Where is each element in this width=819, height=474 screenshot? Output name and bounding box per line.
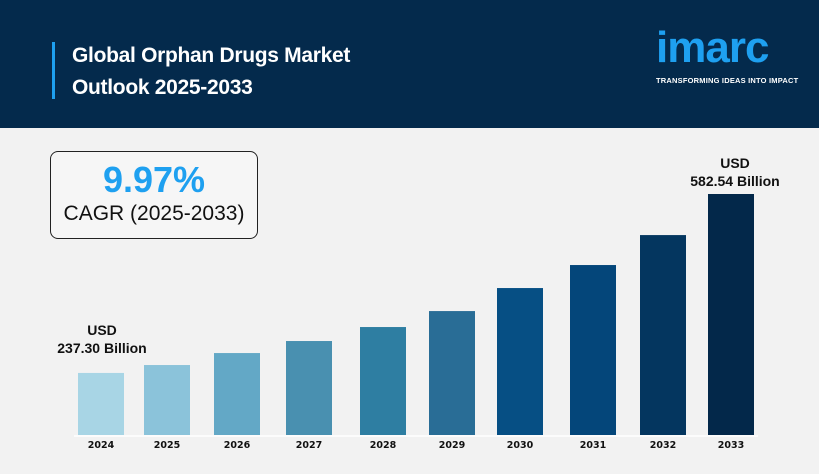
x-tick-label: 2032 (650, 440, 676, 451)
x-tick-label: 2025 (154, 440, 180, 451)
x-tick-label: 2031 (580, 440, 606, 451)
bar-2029 (429, 311, 475, 435)
bar-2026 (214, 353, 260, 435)
x-tick-label: 2024 (88, 440, 115, 451)
logo-tagline: TRANSFORMING IDEAS INTO IMPACT (656, 76, 799, 85)
title-accent-bar (52, 42, 55, 99)
bar-2028 (360, 327, 406, 435)
page-title: Global Orphan Drugs Market Outlook 2025-… (72, 40, 350, 104)
end-unit: USD (720, 155, 750, 171)
bar-2033 (708, 194, 754, 435)
cagr-box: 9.97% CAGR (2025-2033) (50, 151, 258, 239)
bar-2027 (286, 341, 332, 435)
title-line-1: Global Orphan Drugs Market (72, 44, 351, 67)
x-tick-label: 2033 (718, 440, 744, 451)
bar-2024 (78, 372, 124, 435)
bar-2030 (497, 288, 543, 435)
end-value: 582.54 Billion (690, 173, 780, 189)
start-unit: USD (87, 322, 117, 338)
bar-2025 (144, 365, 190, 435)
start-value: 237.30 Billion (57, 340, 147, 356)
x-tick-label: 2026 (224, 440, 251, 451)
cagr-label: CAGR (2025-2033) (63, 202, 245, 225)
start-value-annotation: USD 237.30 Billion (52, 321, 152, 357)
cagr-value: 9.97% (102, 159, 206, 200)
bar-2031 (570, 265, 616, 435)
header-banner: Global Orphan Drugs Market Outlook 2025-… (0, 0, 819, 128)
x-tick-label: 2027 (296, 440, 322, 451)
end-value-annotation: USD 582.54 Billion (680, 154, 790, 190)
x-tick-label: 2028 (370, 440, 397, 451)
x-tick-label: 2030 (507, 440, 534, 451)
x-tick-label: 2029 (439, 440, 465, 451)
title-line-2: Outlook 2025-2033 (72, 76, 253, 99)
imarc-logo: imarc (656, 23, 769, 72)
bar-2032 (640, 235, 686, 435)
